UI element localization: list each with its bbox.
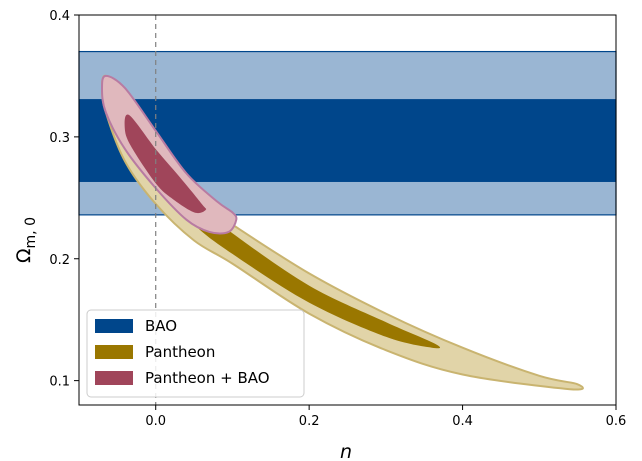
- y-axis-label-main: Ω: [13, 248, 35, 263]
- pantheon-bao-outer-contour: [100, 74, 238, 235]
- plot-frame: [78, 14, 617, 406]
- x-axis-label: n: [340, 441, 352, 461]
- y-tick-label: 0.4: [49, 9, 70, 24]
- y-tick-label: 0.3: [49, 131, 70, 146]
- x-tick-label: 0.6: [606, 414, 627, 429]
- legend: BAO Pantheon Pantheon + BAO: [86, 309, 305, 398]
- x-tick-label: 0.4: [452, 414, 473, 429]
- legend-swatch-pantheon-bao: [95, 371, 133, 385]
- legend-label-pantheon-bao: Pantheon + BAO: [145, 369, 270, 387]
- y-axis-label-sub: m, 0: [23, 217, 39, 248]
- y-axis-label: Ωm, 0: [13, 217, 39, 263]
- legend-label-bao: BAO: [145, 317, 177, 335]
- y-tick-label: 0.1: [49, 375, 70, 390]
- legend-swatch-bao: [95, 319, 133, 333]
- x-tick-label: 0.2: [299, 414, 320, 429]
- y-tick-label: 0.2: [49, 253, 70, 268]
- pantheon-bao-inner-contour: [124, 114, 207, 214]
- legend-label-pantheon: Pantheon: [145, 343, 215, 361]
- legend-box: [86, 309, 305, 398]
- x-tick-label: 0.0: [145, 414, 166, 429]
- axes-layer: 0.0 0.2 0.4 0.6 0.1 0.2 0.3 0.4: [49, 9, 626, 429]
- y-axis-label-group: Ωm, 0: [13, 217, 39, 263]
- legend-swatch-pantheon: [95, 345, 133, 359]
